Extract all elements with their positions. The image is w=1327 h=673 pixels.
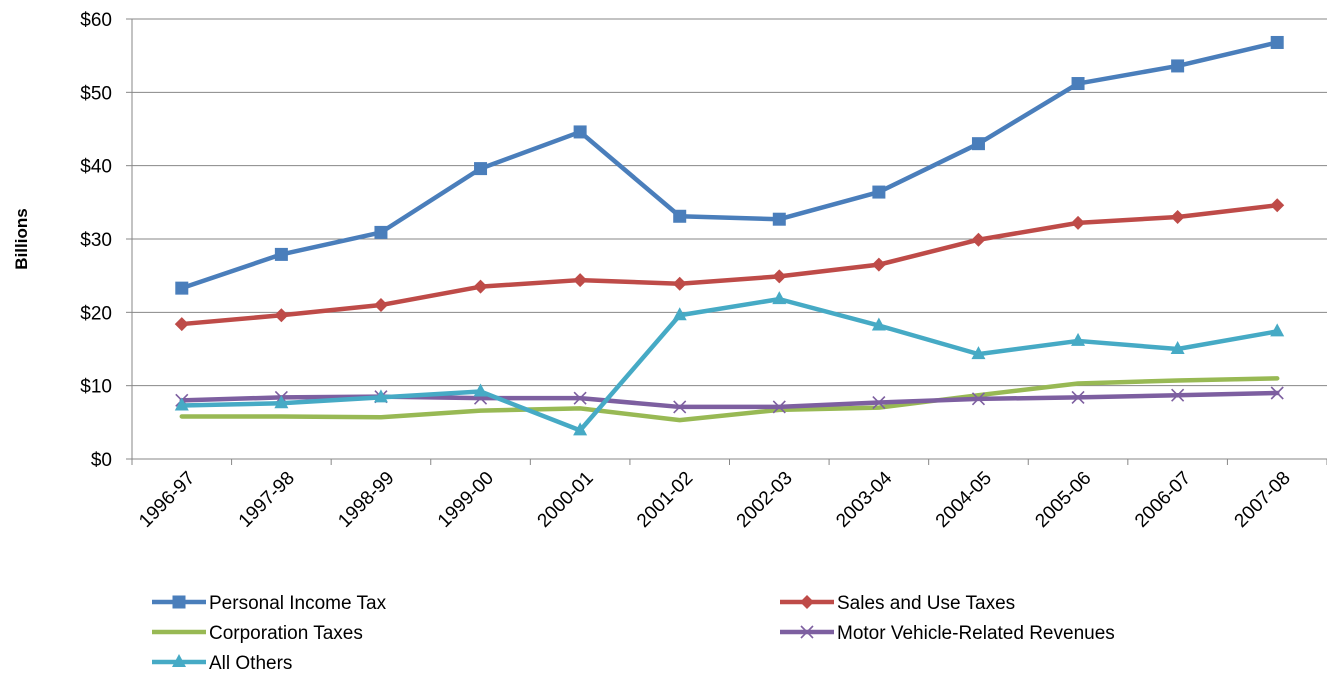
data-point — [1071, 332, 1086, 346]
data-point — [772, 400, 786, 414]
data-point — [573, 125, 587, 139]
data-point — [1071, 390, 1085, 404]
legend-item: Corporation Taxes — [152, 623, 363, 644]
data-point — [971, 232, 986, 247]
data-point — [474, 162, 488, 176]
data-point — [174, 317, 189, 332]
legend-marker — [800, 595, 814, 609]
series-line — [179, 40, 1280, 291]
series-line — [179, 376, 1280, 423]
y-tick-label: $30 — [80, 230, 112, 251]
x-tick-label: 2003-04 — [832, 467, 896, 531]
data-point — [772, 291, 787, 305]
data-point — [772, 269, 787, 284]
legend-label: Corporation Taxes — [209, 623, 363, 644]
data-point — [673, 209, 687, 223]
data-point — [373, 298, 388, 312]
legend-marker — [800, 625, 814, 639]
legend-marker — [172, 654, 186, 667]
series-line — [179, 296, 1280, 433]
x-tick-label: 2000-01 — [534, 468, 598, 532]
data-point — [971, 346, 986, 360]
data-point — [971, 137, 985, 151]
data-point — [174, 397, 189, 411]
data-point — [274, 308, 289, 323]
data-point — [1171, 388, 1185, 402]
data-point — [573, 391, 587, 405]
y-tick-label: $50 — [80, 83, 112, 104]
data-point — [1270, 35, 1284, 49]
legend-item: Sales and Use Taxes — [780, 593, 1015, 614]
x-tick-label: 2006-07 — [1131, 468, 1195, 532]
legend-label: Personal Income Tax — [209, 593, 387, 614]
data-point — [175, 281, 189, 295]
x-tick-label: 2001-02 — [633, 468, 697, 532]
data-point — [1270, 198, 1285, 213]
y-tick-label: $10 — [80, 377, 112, 398]
data-point — [672, 307, 687, 321]
data-point — [1270, 386, 1284, 400]
data-point — [573, 422, 588, 436]
x-tick-label: 1996-97 — [135, 468, 199, 532]
y-tick-label: $0 — [91, 450, 112, 471]
legend-label: All Others — [209, 653, 292, 673]
plot-area — [174, 35, 1285, 436]
grid-lines — [132, 18, 1327, 387]
legend-label: Sales and Use Taxes — [837, 593, 1015, 614]
axes — [126, 18, 1327, 465]
legend-marker — [172, 595, 186, 609]
data-point — [573, 273, 588, 288]
data-point — [1171, 59, 1185, 73]
y-tick-label: $40 — [80, 157, 112, 178]
x-tick-label: 1997-98 — [235, 468, 299, 532]
legend-label: Motor Vehicle-Related Revenues — [837, 623, 1115, 644]
data-point — [1170, 210, 1185, 224]
data-point — [473, 383, 488, 397]
data-point — [374, 225, 388, 239]
y-axis-label: Billions — [12, 208, 31, 269]
data-point — [1270, 323, 1285, 337]
data-point — [274, 395, 289, 409]
y-tick-label: $60 — [80, 10, 112, 31]
data-point — [1071, 215, 1086, 230]
x-tick-label: 1999-00 — [434, 468, 498, 532]
x-tick-label: 2002-03 — [733, 468, 797, 532]
series-line — [179, 203, 1280, 327]
x-tick-labels: 1996-97 1997-98 1998-99 1999-00 2000-01 2001-… — [135, 467, 1295, 531]
data-point — [672, 276, 687, 291]
data-point — [971, 392, 986, 406]
legend: Personal Income Tax Sales and Use Taxes Co… — [152, 593, 1115, 673]
data-point — [772, 212, 786, 226]
data-point — [274, 247, 288, 261]
data-point — [871, 257, 886, 272]
data-point — [1071, 77, 1085, 91]
legend-item: Personal Income Tax — [152, 593, 387, 614]
x-tick-label: 1998-99 — [334, 468, 398, 532]
data-point — [373, 389, 388, 403]
data-point — [872, 395, 886, 410]
y-tick-labels: $0 $10 $20 $30 $40 $50 $60 — [80, 10, 112, 471]
data-point — [871, 317, 886, 331]
legend-item: All Others — [152, 653, 292, 673]
data-point — [673, 400, 687, 414]
y-tick-label: $20 — [80, 303, 112, 324]
legend-item: Motor Vehicle-Related Revenues — [780, 623, 1115, 644]
data-point — [473, 279, 488, 294]
x-tick-label: 2005-06 — [1031, 468, 1095, 532]
x-tick-label: 2004-05 — [932, 468, 996, 532]
data-point — [1170, 341, 1185, 354]
data-point — [872, 185, 886, 199]
x-tick-label: 2007-08 — [1231, 468, 1295, 532]
